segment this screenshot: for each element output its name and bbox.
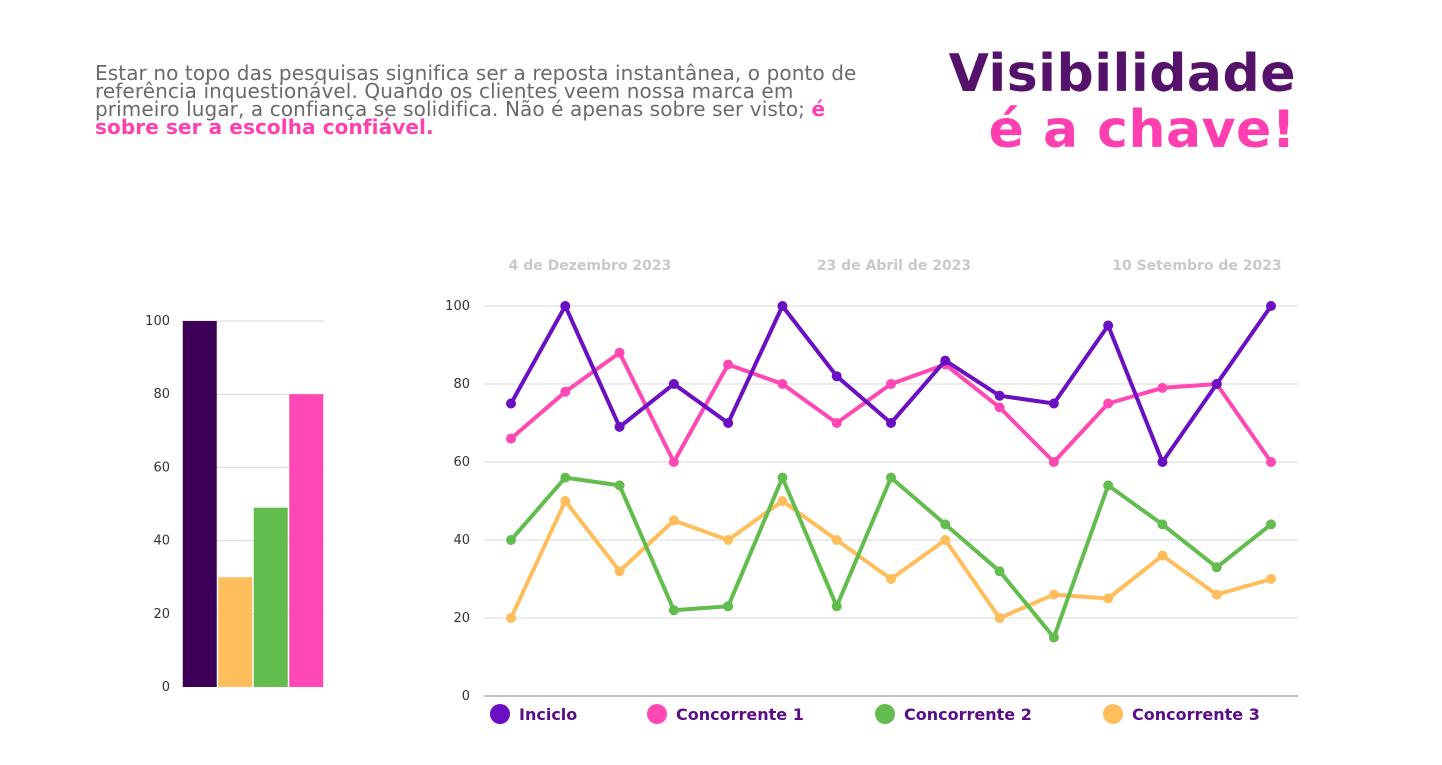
bar bbox=[253, 507, 288, 687]
bar bbox=[182, 321, 217, 687]
data-point bbox=[994, 402, 1005, 413]
data-point bbox=[560, 496, 571, 506]
bar-y-tick-label: 60 bbox=[153, 460, 170, 475]
data-point bbox=[777, 301, 788, 311]
data-point bbox=[668, 457, 679, 467]
data-point bbox=[1048, 457, 1059, 467]
data-point bbox=[614, 480, 625, 491]
data-point bbox=[777, 379, 788, 389]
data-point bbox=[831, 535, 842, 545]
data-point bbox=[831, 371, 842, 382]
data-point bbox=[940, 355, 951, 366]
date-header-label: 23 de Abril de 2023 bbox=[817, 258, 971, 274]
data-point bbox=[1103, 398, 1114, 409]
data-point bbox=[1103, 593, 1114, 604]
line-y-tick-label: 60 bbox=[453, 455, 470, 470]
bar-y-tick-label: 80 bbox=[153, 387, 170, 402]
bar-y-tick-label: 0 bbox=[162, 680, 170, 695]
data-point bbox=[1103, 320, 1114, 331]
legend-swatch bbox=[1103, 704, 1123, 724]
data-point bbox=[1048, 589, 1059, 600]
data-point bbox=[1211, 562, 1222, 573]
line-y-tick-label: 40 bbox=[453, 533, 470, 548]
data-point bbox=[1048, 398, 1059, 409]
legend-swatch bbox=[647, 704, 667, 724]
data-point bbox=[777, 496, 788, 506]
data-point bbox=[668, 379, 679, 389]
legend-swatch bbox=[875, 704, 895, 724]
date-header-label: 4 de Dezembro 2023 bbox=[509, 258, 672, 274]
data-point bbox=[1157, 457, 1168, 467]
data-point bbox=[994, 390, 1005, 401]
date-header-label: 10 Setembro de 2023 bbox=[1112, 258, 1281, 274]
data-point bbox=[1103, 480, 1114, 491]
data-point bbox=[614, 347, 625, 358]
data-point bbox=[1157, 382, 1168, 393]
intro-emphasis: é sobre ser a escolha confiável. bbox=[95, 97, 826, 139]
data-point bbox=[831, 601, 842, 612]
line-y-tick-label: 20 bbox=[453, 611, 470, 626]
data-point bbox=[1048, 632, 1059, 643]
bar bbox=[218, 577, 253, 687]
data-point bbox=[1211, 379, 1222, 389]
data-point bbox=[1211, 589, 1222, 600]
line-y-tick-label: 100 bbox=[445, 299, 470, 314]
data-point bbox=[560, 472, 571, 483]
legend-label: Concorrente 1 bbox=[676, 705, 804, 724]
data-point bbox=[886, 379, 896, 389]
data-point bbox=[1266, 574, 1276, 584]
data-point bbox=[668, 515, 679, 526]
data-point bbox=[777, 472, 788, 483]
data-point bbox=[560, 301, 571, 311]
data-point bbox=[940, 519, 951, 530]
data-point bbox=[560, 386, 571, 397]
data-point bbox=[723, 601, 734, 612]
line-y-tick-label: 80 bbox=[453, 377, 470, 392]
data-point bbox=[723, 418, 734, 428]
headline-line-2: é a chave! bbox=[988, 100, 1296, 160]
data-point bbox=[1266, 457, 1276, 467]
data-point bbox=[723, 359, 734, 370]
legend-label: Concorrente 2 bbox=[904, 705, 1032, 724]
bar-y-tick-label: 40 bbox=[153, 534, 170, 549]
data-point bbox=[506, 613, 516, 623]
headline-line-1: Visibilidade bbox=[948, 44, 1296, 104]
legend-label: Concorrente 3 bbox=[1132, 705, 1260, 724]
bar bbox=[289, 394, 324, 687]
data-point bbox=[668, 605, 679, 616]
data-point bbox=[994, 613, 1005, 623]
data-point bbox=[723, 535, 734, 545]
data-point bbox=[1157, 550, 1168, 561]
line-y-tick-label: 0 bbox=[462, 689, 470, 704]
data-point bbox=[1266, 301, 1276, 311]
data-point bbox=[506, 433, 516, 444]
intro-paragraph: Estar no topo das pesquisas significa se… bbox=[95, 61, 875, 139]
intro-text: Estar no topo das pesquisas significa se… bbox=[95, 61, 857, 121]
data-point bbox=[940, 535, 951, 545]
data-point bbox=[506, 398, 516, 409]
data-point bbox=[1157, 519, 1168, 530]
data-point bbox=[886, 472, 896, 483]
data-point bbox=[614, 421, 625, 432]
legend-swatch bbox=[490, 704, 510, 724]
bar-y-tick-label: 20 bbox=[153, 607, 170, 622]
data-point bbox=[886, 574, 896, 584]
bar-y-tick-label: 100 bbox=[145, 314, 170, 329]
headline: Visibilidade é a chave! bbox=[949, 46, 1296, 158]
data-point bbox=[614, 566, 625, 577]
data-point bbox=[886, 418, 896, 428]
data-point bbox=[1266, 519, 1276, 530]
data-point bbox=[831, 418, 842, 428]
legend-label: Inciclo bbox=[519, 705, 577, 724]
data-point bbox=[506, 535, 516, 545]
data-point bbox=[994, 566, 1005, 577]
